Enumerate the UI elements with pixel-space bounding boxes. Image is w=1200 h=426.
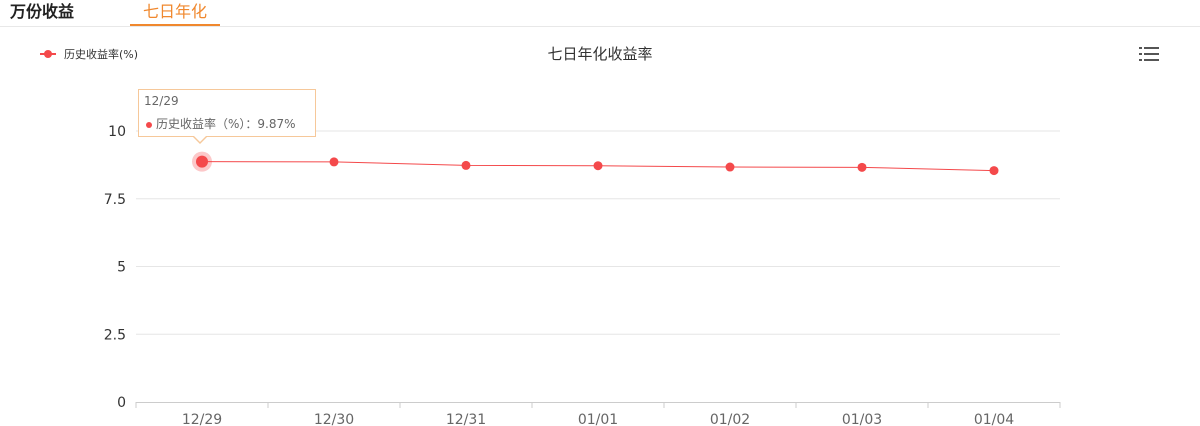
tooltip-series-dot — [146, 122, 152, 128]
tooltip-arrow-fill — [194, 136, 206, 142]
x-tick-label: 01/02 — [710, 412, 750, 426]
y-tick-label: 10 — [108, 124, 126, 140]
x-tick-label: 12/30 — [314, 412, 354, 426]
x-tick-label: 01/03 — [842, 412, 882, 426]
y-tick-label: 7.5 — [104, 192, 126, 208]
x-tick-label: 12/29 — [182, 412, 222, 426]
y-tick-label: 5 — [117, 260, 126, 276]
tab-bar: 万份收益 七日年化 — [0, 0, 1200, 27]
tooltip-value: 历史收益率（%）：9.87% — [156, 117, 296, 131]
legend-dot-marker — [44, 50, 52, 58]
tab-qiri-nianhua[interactable]: 七日年化 — [142, 2, 207, 21]
data-point — [593, 161, 603, 171]
data-tooltip: 12/29 历史收益率（%）：9.87% — [138, 89, 316, 137]
data-point — [196, 155, 208, 168]
chart-title: 七日年化收益率 — [547, 45, 653, 63]
data-point — [329, 157, 339, 167]
list-menu-icon[interactable] — [1137, 44, 1161, 64]
legend-label: 历史收益率(%) — [64, 48, 139, 61]
tooltip-date: 12/29 — [144, 94, 179, 108]
tab-wanfen-shouyi[interactable]: 万份收益 — [10, 2, 75, 21]
data-point — [725, 162, 735, 172]
data-point — [857, 162, 867, 172]
y-tick-label: 2.5 — [104, 327, 126, 343]
x-tick-label: 01/04 — [974, 412, 1014, 426]
x-tick-label: 01/01 — [578, 412, 618, 426]
data-point — [989, 166, 999, 176]
y-tick-label: 0 — [117, 395, 126, 411]
data-point — [461, 160, 471, 170]
x-tick-label: 12/31 — [446, 412, 486, 426]
active-tab-underline — [130, 24, 220, 26]
